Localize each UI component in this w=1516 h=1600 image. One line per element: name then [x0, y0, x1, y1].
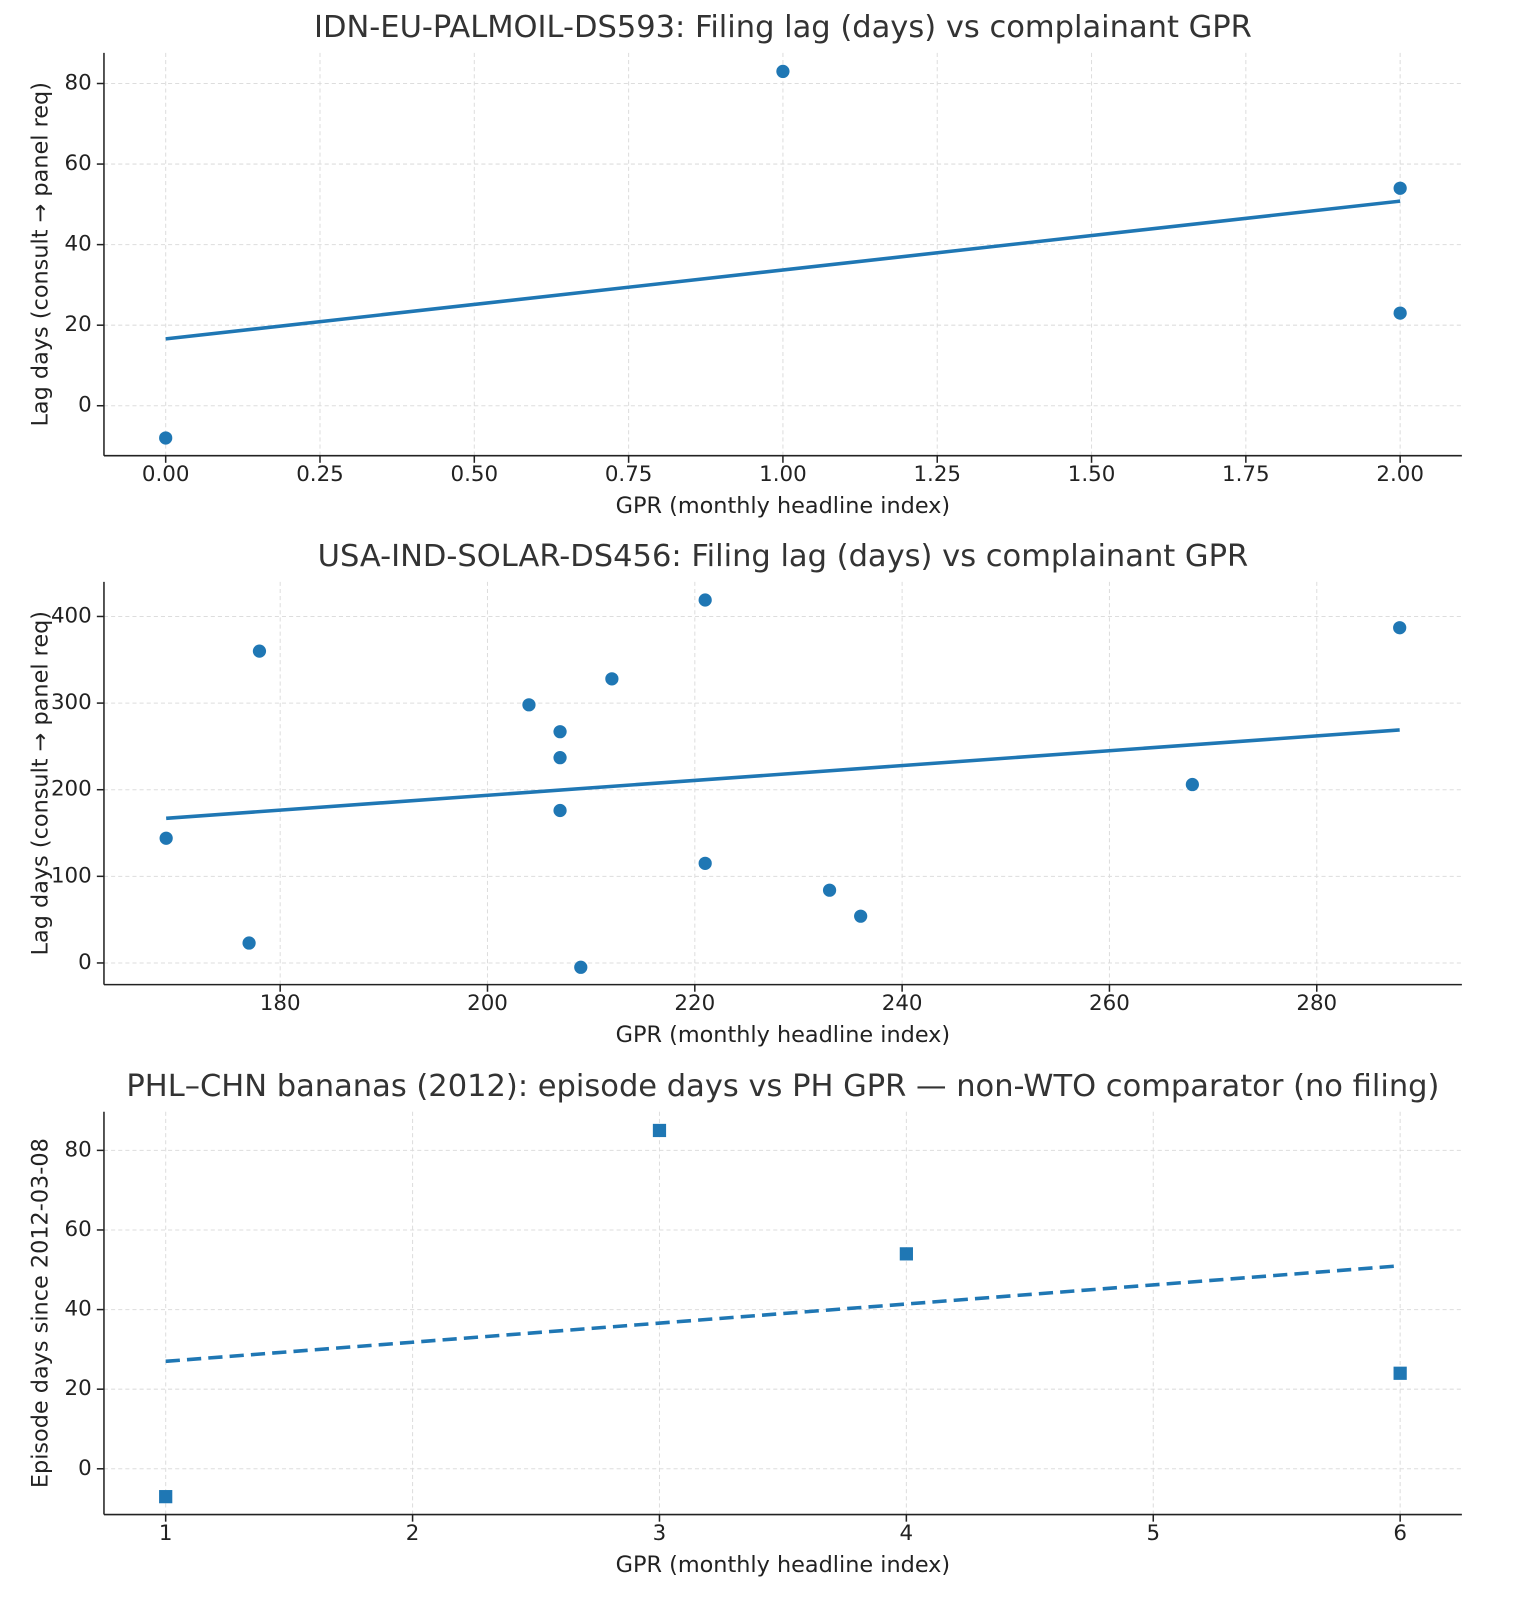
y-tick-label: 40	[65, 232, 92, 257]
point	[159, 1490, 173, 1504]
y-tick-label: 40	[65, 1297, 92, 1322]
point	[822, 883, 837, 897]
fit-line	[165, 1264, 1401, 1364]
x-tick-label: 1.00	[759, 462, 807, 487]
y-tick-label: 400	[51, 603, 92, 628]
point	[698, 856, 712, 870]
point	[1185, 777, 1199, 792]
point	[1393, 1366, 1407, 1380]
y-tick-label: 80	[65, 71, 92, 96]
x-tick-label: 0.75	[605, 462, 653, 487]
point	[522, 698, 536, 712]
y-tick-label: 200	[51, 777, 92, 802]
point	[652, 1123, 667, 1138]
point	[574, 960, 588, 974]
x-tick-label: 1.75	[1222, 462, 1270, 487]
x-tick-label: 1	[159, 1521, 173, 1546]
point	[252, 644, 267, 658]
point	[1393, 306, 1407, 320]
x-tick-label: 200	[467, 991, 508, 1016]
point	[698, 593, 712, 607]
point	[553, 725, 567, 739]
y-tick-label: 60	[65, 1217, 92, 1242]
x-tick-label: 2	[406, 1521, 420, 1546]
fit-line	[165, 199, 1401, 341]
x-axis-label: GPR (monthly headline index)	[616, 1552, 950, 1578]
chart-title: PHL–CHN bananas (2012): episode days vs …	[126, 1069, 1439, 1104]
y-axis-label: Episode days since 2012-03-08	[27, 1138, 53, 1488]
x-tick-label: 4	[900, 1521, 914, 1546]
chart-title: IDN-EU-PALMOIL-DS593: Filing lag (days) …	[314, 10, 1252, 45]
point	[553, 751, 567, 765]
x-tick-label: 1.25	[913, 462, 961, 487]
x-tick-label: 0.50	[451, 462, 499, 487]
point	[159, 831, 173, 845]
x-tick-label: 240	[882, 991, 923, 1016]
chart-title: USA-IND-SOLAR-DS456: Filing lag (days) v…	[318, 539, 1249, 574]
y-tick-label: 20	[65, 1376, 92, 1401]
x-tick-label: 3	[653, 1521, 667, 1546]
y-tick-label: 20	[65, 312, 92, 337]
fit-line	[166, 728, 1400, 821]
x-tick-label: 0.00	[142, 462, 190, 487]
y-axis-label: Lag days (consult → panel req)	[27, 82, 53, 426]
point	[854, 909, 868, 923]
y-tick-label: 100	[51, 863, 92, 888]
x-tick-label: 260	[1089, 991, 1130, 1016]
y-axis-label: Lag days (consult → panel req)	[27, 611, 53, 955]
point	[159, 431, 173, 445]
x-tick-label: 280	[1296, 991, 1337, 1016]
y-tick-label: 0	[78, 393, 92, 418]
point	[1393, 621, 1407, 635]
y-tick-label: 80	[65, 1137, 92, 1162]
x-axis-label: GPR (monthly headline index)	[616, 1022, 950, 1048]
y-tick-label: 60	[65, 151, 92, 176]
point	[553, 803, 567, 818]
x-tick-label: 0.25	[296, 462, 344, 487]
y-tick-label: 0	[78, 950, 92, 975]
x-tick-label: 180	[260, 991, 301, 1016]
point	[776, 64, 790, 79]
x-axis-label: GPR (monthly headline index)	[616, 493, 950, 519]
point	[242, 936, 256, 950]
x-tick-label: 220	[674, 991, 715, 1016]
y-tick-label: 0	[78, 1456, 92, 1481]
x-tick-label: 6	[1393, 1521, 1407, 1546]
point	[605, 672, 619, 686]
point	[1393, 181, 1407, 195]
x-tick-label: 5	[1146, 1521, 1160, 1546]
y-tick-label: 300	[51, 690, 92, 715]
x-tick-label: 1.50	[1068, 462, 1116, 487]
point	[899, 1247, 913, 1261]
x-tick-label: 2.00	[1376, 462, 1424, 487]
